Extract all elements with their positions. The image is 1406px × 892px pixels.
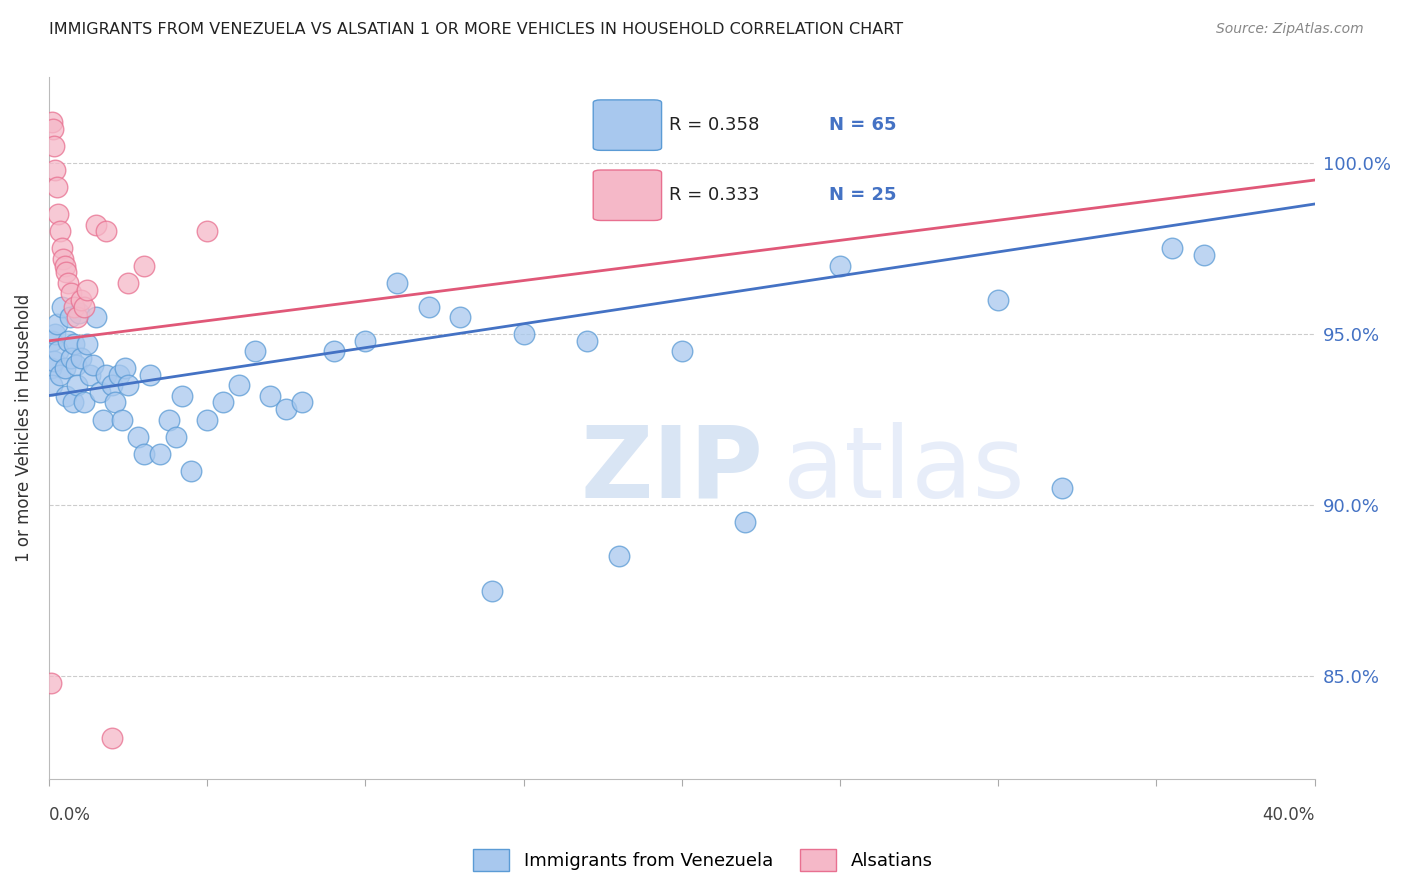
- Point: [987, 293, 1010, 307]
- Point: [418, 300, 440, 314]
- Point: [127, 429, 149, 443]
- Point: [51, 242, 73, 256]
- Point: [39, 676, 62, 690]
- Point: [41, 378, 63, 392]
- Point: [575, 334, 598, 348]
- Point: [1192, 248, 1215, 262]
- Point: [42, 139, 65, 153]
- Point: [385, 276, 408, 290]
- Point: [73, 395, 96, 409]
- Point: [91, 412, 114, 426]
- Point: [291, 395, 314, 409]
- Point: [276, 402, 298, 417]
- Y-axis label: 1 or more Vehicles in Household: 1 or more Vehicles in Household: [15, 294, 32, 562]
- Point: [354, 334, 377, 348]
- Point: [55, 388, 77, 402]
- Point: [41, 115, 63, 129]
- Point: [60, 285, 83, 300]
- Point: [149, 447, 172, 461]
- Point: [73, 300, 96, 314]
- Point: [45, 180, 67, 194]
- Point: [42, 121, 65, 136]
- Point: [60, 351, 83, 365]
- Point: [322, 344, 344, 359]
- Legend: Immigrants from Venezuela, Alsatians: Immigrants from Venezuela, Alsatians: [465, 842, 941, 879]
- Point: [44, 162, 66, 177]
- Point: [734, 515, 756, 529]
- Point: [82, 358, 104, 372]
- Point: [62, 395, 84, 409]
- Point: [101, 731, 124, 745]
- Point: [66, 310, 89, 324]
- Point: [117, 276, 139, 290]
- Point: [114, 361, 136, 376]
- Point: [228, 378, 250, 392]
- Point: [195, 224, 218, 238]
- Point: [49, 224, 72, 238]
- Point: [107, 368, 129, 382]
- Point: [1050, 481, 1073, 495]
- Point: [165, 429, 187, 443]
- Point: [111, 412, 134, 426]
- Text: ZIP: ZIP: [581, 422, 763, 518]
- Point: [56, 334, 79, 348]
- Point: [56, 276, 79, 290]
- Point: [49, 368, 72, 382]
- Point: [66, 378, 89, 392]
- Point: [51, 300, 73, 314]
- Point: [55, 265, 77, 279]
- Point: [69, 293, 91, 307]
- Point: [512, 326, 534, 341]
- Point: [52, 252, 75, 266]
- Point: [671, 344, 693, 359]
- Point: [76, 337, 98, 351]
- Point: [180, 464, 202, 478]
- Point: [212, 395, 235, 409]
- Point: [828, 259, 851, 273]
- Point: [48, 344, 70, 359]
- Point: [42, 354, 65, 368]
- Point: [44, 326, 66, 341]
- Point: [45, 317, 67, 331]
- Point: [58, 310, 80, 324]
- Point: [607, 549, 630, 564]
- Point: [94, 224, 117, 238]
- Point: [41, 334, 63, 348]
- Text: atlas: atlas: [783, 422, 1025, 518]
- Text: Source: ZipAtlas.com: Source: ZipAtlas.com: [1216, 22, 1364, 37]
- Point: [67, 306, 90, 320]
- Text: 40.0%: 40.0%: [1263, 806, 1315, 824]
- Point: [63, 300, 86, 314]
- Point: [132, 447, 155, 461]
- Point: [481, 583, 503, 598]
- Point: [117, 378, 139, 392]
- Point: [139, 368, 162, 382]
- Point: [48, 207, 70, 221]
- Point: [1161, 242, 1184, 256]
- Point: [157, 412, 180, 426]
- Point: [53, 259, 76, 273]
- Point: [86, 310, 108, 324]
- Text: 0.0%: 0.0%: [49, 806, 91, 824]
- Point: [86, 218, 108, 232]
- Point: [89, 385, 111, 400]
- Point: [94, 368, 117, 382]
- Point: [65, 358, 87, 372]
- Point: [449, 310, 471, 324]
- Point: [63, 337, 86, 351]
- Point: [243, 344, 266, 359]
- Point: [39, 361, 62, 376]
- Point: [132, 259, 155, 273]
- Point: [79, 368, 101, 382]
- Text: IMMIGRANTS FROM VENEZUELA VS ALSATIAN 1 OR MORE VEHICLES IN HOUSEHOLD CORRELATIO: IMMIGRANTS FROM VENEZUELA VS ALSATIAN 1 …: [49, 22, 903, 37]
- Point: [101, 378, 124, 392]
- Point: [195, 412, 218, 426]
- Point: [76, 283, 98, 297]
- Point: [53, 361, 76, 376]
- Point: [259, 388, 281, 402]
- Point: [170, 388, 193, 402]
- Point: [69, 351, 91, 365]
- Point: [104, 395, 127, 409]
